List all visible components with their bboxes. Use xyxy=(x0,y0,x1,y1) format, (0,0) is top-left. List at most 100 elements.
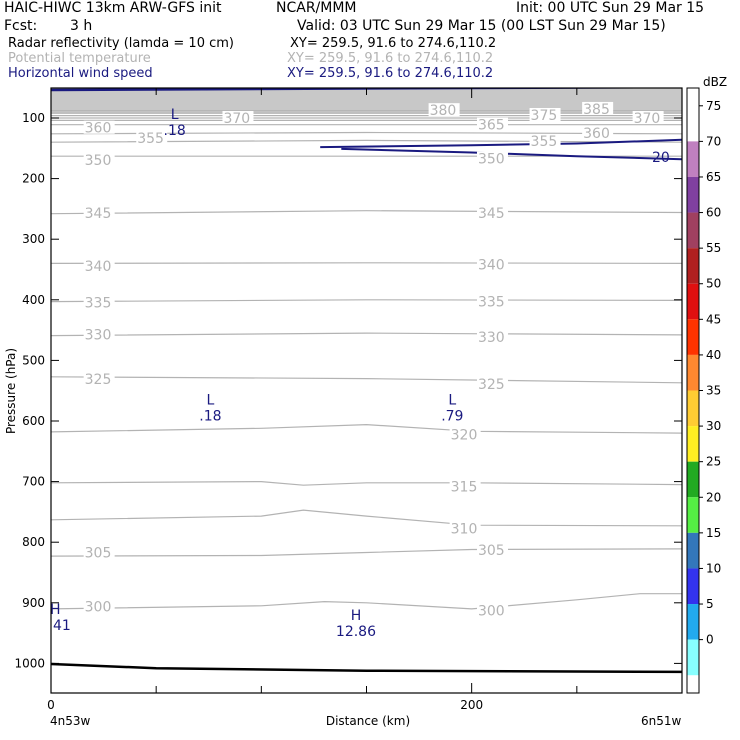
theta-contour-label: 305 xyxy=(478,543,505,559)
theta-label-bg xyxy=(529,134,561,148)
colorbar-unit: dBZ xyxy=(703,75,727,89)
x-tick-label: 0 xyxy=(47,698,55,712)
theta-label-bg xyxy=(476,603,508,617)
theta-label-bg xyxy=(582,126,614,140)
fcst-label: Fcst: xyxy=(4,18,38,34)
theta-label-bg xyxy=(83,295,115,309)
theta-contour-label: 385 xyxy=(583,102,610,118)
y-tick-label: 600 xyxy=(22,414,45,428)
y-axis-label: Pressure (hPa) xyxy=(4,348,18,434)
theta-label-bg xyxy=(476,151,508,165)
x-endpoint-right: 6n51w xyxy=(641,714,682,728)
colorbar-swatch xyxy=(687,212,699,249)
y-tick-label: 1000 xyxy=(14,656,45,670)
theta-contour-label: 360 xyxy=(85,121,112,137)
y-tick-label: 100 xyxy=(22,111,45,125)
theta-contour-label: 330 xyxy=(478,330,505,346)
theta-label-bg xyxy=(476,543,508,557)
theta-contour-line xyxy=(51,480,682,486)
theta-contour-line xyxy=(51,262,682,264)
theta-label-bg xyxy=(83,327,115,341)
theta-contour-label: 340 xyxy=(478,258,505,274)
x-axis-label: Distance (km) xyxy=(326,714,410,728)
colorbar-label: 70 xyxy=(706,134,721,148)
theta-contour-label: 375 xyxy=(531,108,558,124)
y-tick-label: 200 xyxy=(22,172,45,186)
theta-contour-line xyxy=(51,548,682,557)
theta-contour-label: 335 xyxy=(478,295,505,311)
field-theta-name: Potential temperature xyxy=(8,51,151,66)
theta-label-bg xyxy=(476,329,508,343)
colorbar-label: 50 xyxy=(706,277,721,291)
colorbar-swatch xyxy=(687,639,699,676)
colorbar-label: 10 xyxy=(706,561,721,575)
colorbar-swatch xyxy=(687,426,699,462)
theta-label-bg xyxy=(83,372,115,386)
theta-contour-label: 350 xyxy=(478,152,505,168)
colorbar-swatch xyxy=(687,568,699,605)
theta-label-bg xyxy=(632,111,664,125)
extremum-marker: L xyxy=(171,107,179,123)
theta-contour-label: 325 xyxy=(85,372,112,388)
colorbar-swatch xyxy=(687,532,699,569)
colorbar-label: 30 xyxy=(706,419,721,433)
theta-contour-label: 345 xyxy=(85,206,112,222)
theta-label-bg xyxy=(83,258,115,272)
theta-contour-label: 330 xyxy=(85,327,112,343)
theta-contour-line xyxy=(51,299,682,303)
theta-label-bg xyxy=(529,108,561,121)
theta-contour-line xyxy=(51,509,682,527)
theta-contour-line xyxy=(51,423,682,434)
fcst-value: 3 h xyxy=(70,18,93,34)
field-theta-xy: XY= 259.5, 91.6 to 274.6,110.2 xyxy=(287,51,494,66)
theta-label-bg xyxy=(449,521,481,535)
theta-label-bg xyxy=(83,599,115,613)
colorbar-label: 35 xyxy=(706,384,721,398)
theta-contour-label: 305 xyxy=(85,546,112,562)
wind-contour-line xyxy=(341,147,682,161)
colorbar-swatch xyxy=(687,390,699,427)
theta-contour-line xyxy=(51,593,682,610)
theta-contour-label: 300 xyxy=(478,604,505,620)
theta-contour-label: 360 xyxy=(583,126,610,142)
colorbar-swatch xyxy=(687,497,699,533)
theta-label-bg xyxy=(83,120,115,134)
extremum-marker: H xyxy=(50,602,61,618)
theta-label-bg xyxy=(449,479,481,493)
theta-contour-label: 315 xyxy=(451,479,478,495)
field-wind-xy: XY= 259.5, 91.6 to 274.6,110.2 xyxy=(287,66,494,81)
theta-contour-line xyxy=(51,332,682,337)
theta-label-bg xyxy=(476,377,508,391)
theta-label-bg xyxy=(83,152,115,166)
x-tick-label: 200 xyxy=(460,698,483,712)
theta-label-bg xyxy=(476,206,508,220)
theta-contour-label: 370 xyxy=(634,111,661,127)
colorbar-label: 75 xyxy=(706,99,721,113)
theta-label-bg xyxy=(222,111,254,125)
theta-contour-label: 370 xyxy=(223,111,250,127)
colorbar-label: 45 xyxy=(706,312,721,326)
colorbar-label: 55 xyxy=(706,241,721,255)
colorbar-label: 25 xyxy=(706,455,721,469)
theta-contour-line xyxy=(51,376,682,384)
colorbar-label: 0 xyxy=(706,633,714,647)
y-tick-label: 900 xyxy=(22,596,45,610)
extremum-value: .18 xyxy=(199,408,221,424)
colorbar-swatch xyxy=(687,461,699,498)
theta-contour-label: 340 xyxy=(85,259,112,275)
theta-label-bg xyxy=(83,545,115,559)
theta-label-bg xyxy=(476,257,508,271)
theta-label-bg xyxy=(83,206,115,220)
y-tick-label: 800 xyxy=(22,535,45,549)
theta-contour-label: 365 xyxy=(478,118,505,134)
extremum-value: 12.86 xyxy=(336,624,376,640)
extremum-marker: L xyxy=(448,392,456,408)
y-tick-label: 500 xyxy=(22,353,45,367)
terrain-line xyxy=(51,662,682,674)
colorbar-swatch xyxy=(687,248,699,284)
theta-contour-label: 350 xyxy=(85,153,112,169)
colorbar-label: 5 xyxy=(706,597,714,611)
theta-label-bg xyxy=(136,131,168,145)
theta-contour-label: 320 xyxy=(451,427,478,443)
